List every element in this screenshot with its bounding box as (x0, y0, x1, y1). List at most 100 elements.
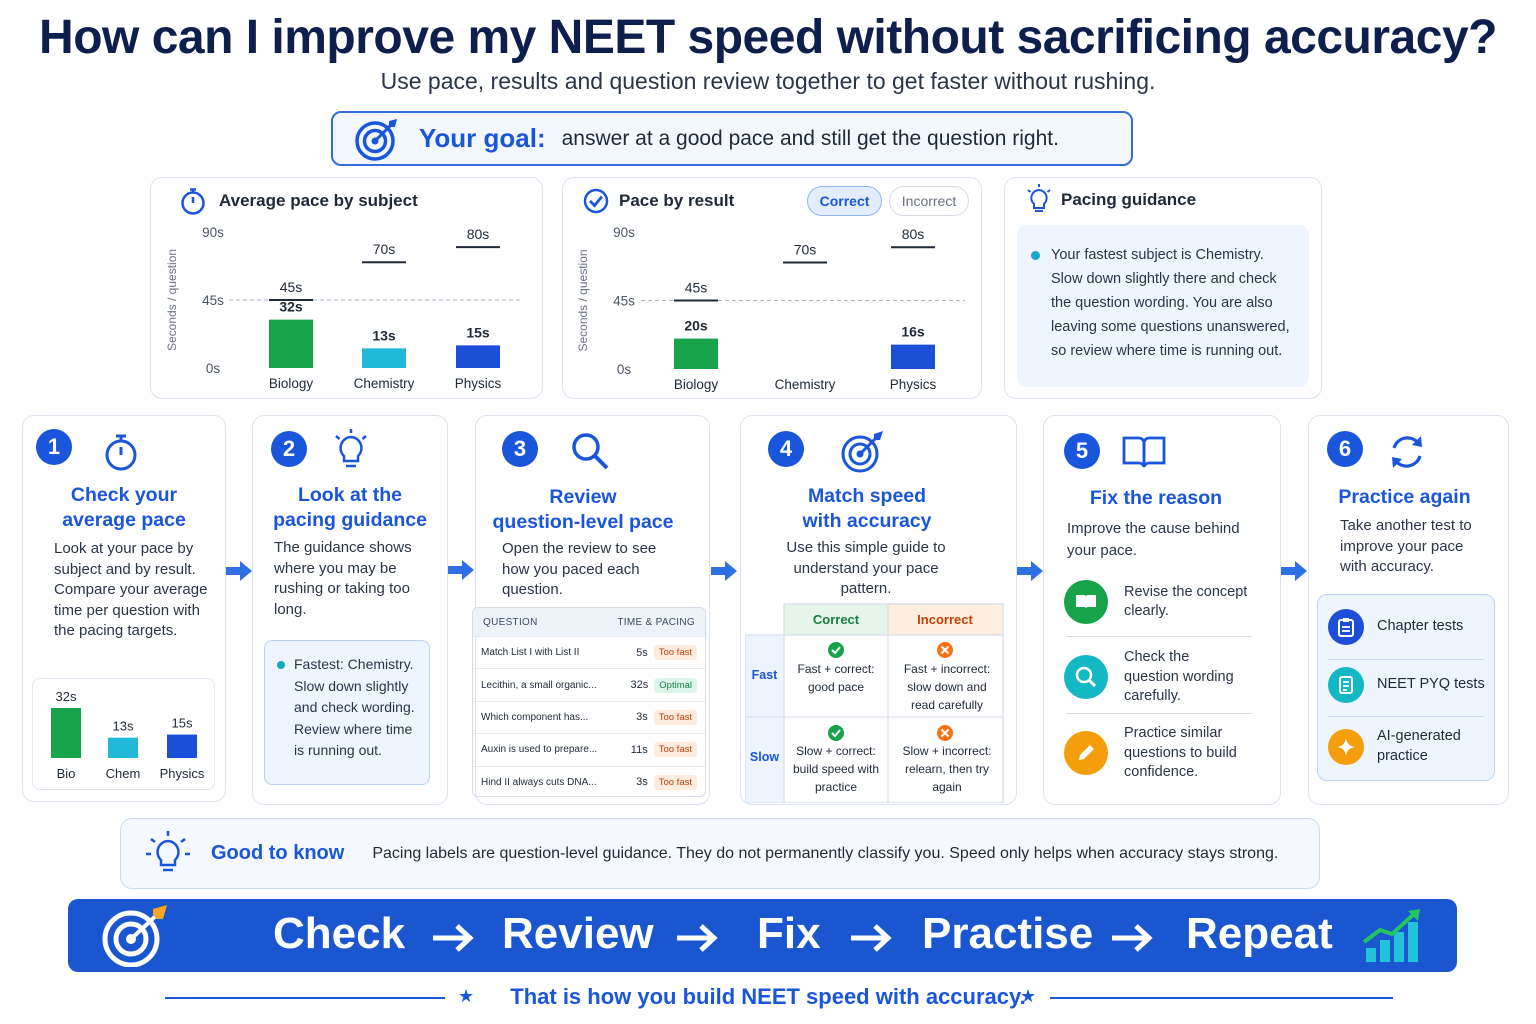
pace-by-result-chart: Seconds / question 90s 45s 0s 45s 20s Biology 7… (576, 225, 965, 392)
step-number: 5 (1064, 433, 1100, 469)
y-tick-label: 0s (617, 362, 632, 377)
table-row[interactable]: Auxin is used to prepare... 11s Too fast (473, 733, 705, 765)
arrow-right-icon (226, 561, 252, 581)
check-icon (828, 725, 844, 741)
divider (1066, 636, 1252, 637)
pacing-badge: Optimal (654, 677, 697, 693)
divider (1328, 716, 1484, 717)
x-tick-label: Physics (160, 766, 205, 781)
practice-item[interactable]: Chapter tests (1328, 609, 1463, 645)
step-title: Match speed with accuracy (802, 485, 932, 532)
divider (1066, 713, 1252, 714)
arrow-right-icon (448, 560, 474, 580)
clipboard-icon (1328, 609, 1364, 645)
time-value: 32s (630, 679, 649, 692)
pacing-guidance-box: Your fastest subject is Chemistry. Slow … (1017, 225, 1309, 387)
banner-step-check: Check (273, 909, 406, 958)
column-time: TIME & PACING (617, 616, 695, 628)
table-row[interactable]: Hind II always cuts DNA... 3s Too fast (473, 765, 705, 796)
pacing-badge: Too fast (653, 742, 697, 758)
step-number: 4 (768, 431, 804, 467)
step-title: Check your average pace (62, 484, 186, 531)
good-to-know-box: Good to know Pacing labels are question-… (120, 818, 1320, 889)
bar (167, 734, 197, 758)
bar-value-label: 13s (113, 719, 134, 734)
question-text: Auxin is used to prepare... (481, 744, 598, 756)
matrix-slow-correct: Slow + correct: build speed with practic… (792, 744, 880, 794)
matrix-fast-correct: Fast + correct: good pace (797, 662, 875, 694)
practice-item-text: AI-generated practice (1377, 728, 1461, 764)
bar-value-label: 16s (901, 324, 925, 340)
target-label: 80s (467, 226, 490, 242)
column-question: QUESTION (483, 616, 538, 628)
matrix-row-slow: Slow (750, 750, 779, 764)
pace-by-result-title: Pace by result (619, 191, 735, 210)
fix-item: Check the question wording carefully. (1064, 648, 1264, 707)
target-label: 70s (794, 241, 817, 257)
y-tick-label: 90s (613, 225, 635, 240)
banner-step-review: Review (502, 909, 654, 958)
bar-value-label: 15s (466, 324, 490, 340)
divider (165, 997, 445, 999)
step-text: Improve the cause behind your pace. (1067, 520, 1240, 559)
practice-item-text: Chapter tests (1377, 618, 1464, 635)
question-text: Lecithin, a small organic... (481, 679, 597, 691)
question-text: Which component has... (481, 711, 589, 723)
x-tick-label: Physics (455, 376, 502, 391)
x-icon (937, 642, 953, 658)
tab-correct[interactable]: Correct (807, 186, 882, 216)
question-text: Match List I with List II (481, 647, 580, 659)
practice-item[interactable]: NEET PYQ tests (1328, 667, 1485, 703)
step-number: 1 (36, 429, 72, 465)
time-value: 3s (636, 711, 648, 724)
time-value: 5s (636, 646, 648, 659)
table-row[interactable]: Which component has... 3s Too fast (473, 700, 705, 733)
table-row[interactable]: Lecithin, a small organic... 32s Optimal (473, 668, 705, 700)
document-icon (1328, 667, 1364, 703)
banner-step-fix: Fix (757, 909, 821, 958)
target-label: 80s (902, 226, 925, 242)
step-title: Look at the pacing guidance (273, 484, 427, 531)
target-label: 45s (280, 279, 303, 295)
y-axis-label: Seconds / question (576, 249, 590, 351)
star-icon: ★ (1020, 986, 1037, 1006)
target-icon (102, 905, 167, 967)
matrix-fast-incorrect: Fast + incorrect: slow down and read car… (903, 662, 991, 712)
lightbulb-icon (146, 830, 190, 871)
target-icon (841, 431, 883, 473)
matrix-col-correct: Correct (813, 612, 860, 627)
target-icon (355, 118, 397, 161)
x-icon (937, 725, 953, 741)
practice-options-box: Chapter tests NEET PYQ tests AI-generate… (1317, 594, 1495, 781)
lightbulb-icon (1027, 184, 1051, 212)
table-row[interactable]: Match List I with List II 5s Too fast (473, 636, 705, 668)
bar (108, 737, 138, 758)
bar (269, 319, 313, 368)
step-number: 6 (1327, 431, 1363, 467)
bar-value-label: 13s (372, 327, 396, 343)
arrow-right-icon (851, 924, 892, 952)
tab-incorrect[interactable]: Incorrect (889, 186, 969, 216)
question-review-table: QUESTION TIME & PACING Match List I with… (472, 607, 706, 797)
guidance-note-text: Fastest: Chemistry. Slow down slightly a… (294, 656, 415, 758)
bar-value-label: 20s (684, 318, 708, 334)
step-text: Take another test to improve your pace w… (1340, 517, 1472, 575)
bar-value-label: 32s (56, 689, 77, 704)
footer-text: That is how you build NEET speed with ac… (510, 984, 1026, 1009)
sparkle-icon (1328, 728, 1364, 765)
book-icon (1064, 580, 1108, 624)
divider (1328, 659, 1484, 660)
x-tick-label: Chemistry (354, 376, 415, 391)
page-subtitle: Use pace, results and question review to… (380, 68, 1156, 94)
step-text: Look at your pace by subject and by resu… (54, 540, 208, 639)
check-circle-icon (583, 188, 609, 214)
y-axis-label: Seconds / question (165, 249, 179, 351)
refresh-icon (1392, 436, 1422, 468)
guidance-note-box: Fastest: Chemistry. Slow down slightly a… (264, 640, 430, 785)
y-tick-label: 45s (202, 293, 224, 308)
bar-value-label: 32s (279, 299, 303, 315)
practice-item[interactable]: AI-generated practice (1328, 727, 1487, 766)
stopwatch-icon (181, 188, 205, 215)
pacing-badge: Too fast (653, 709, 697, 725)
x-tick-label: Physics (890, 377, 937, 392)
